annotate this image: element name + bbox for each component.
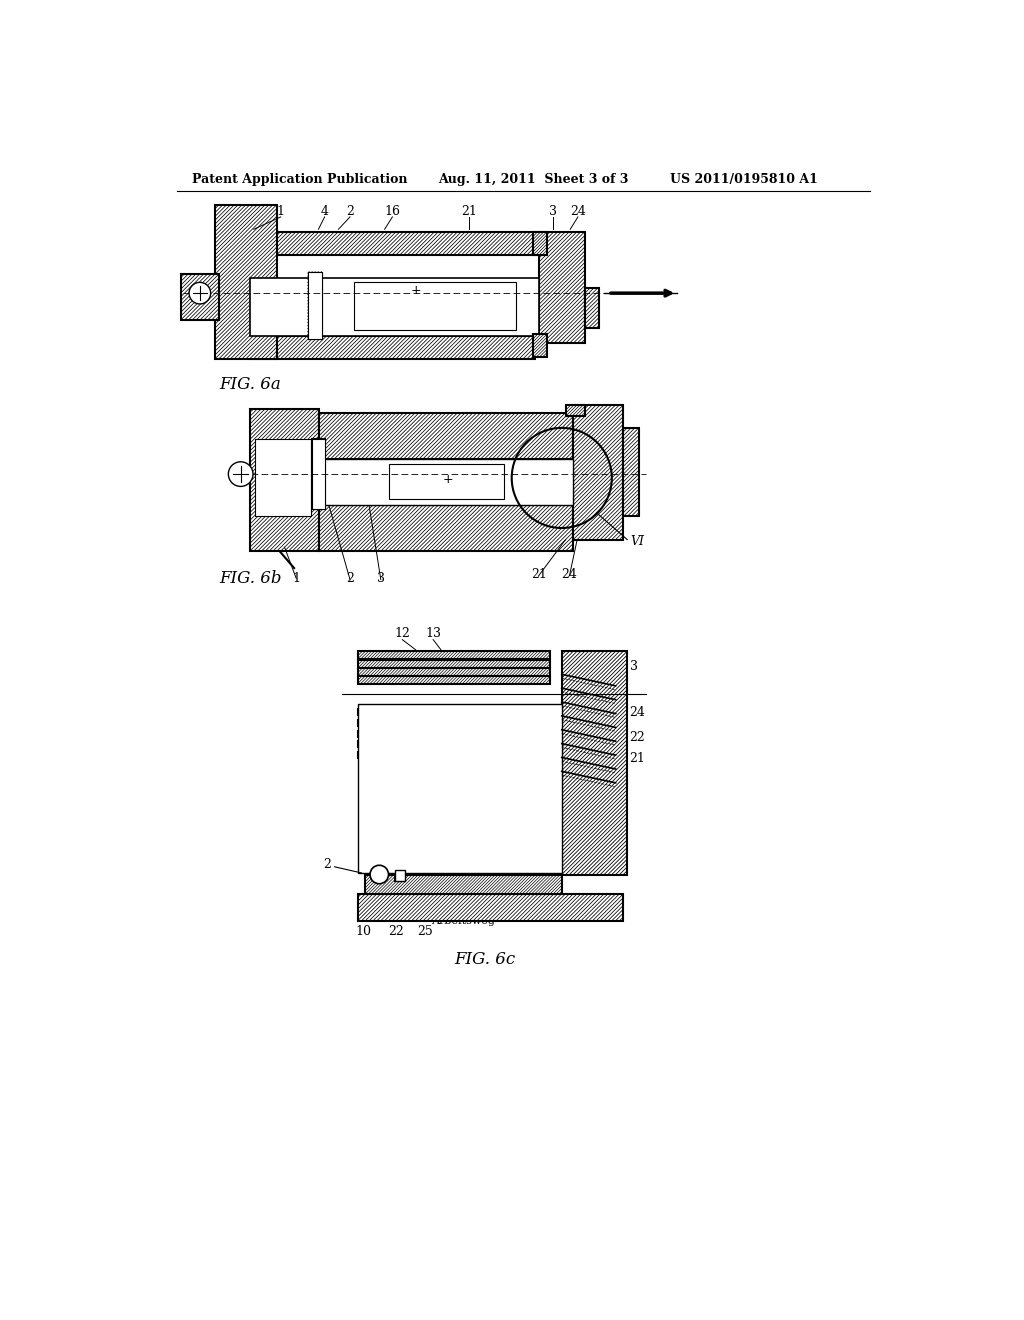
Text: 22: 22 bbox=[388, 924, 404, 937]
Text: 4: 4 bbox=[321, 205, 329, 218]
Text: 3: 3 bbox=[549, 205, 556, 218]
Bar bbox=[357, 752, 550, 758]
Bar bbox=[624, 428, 639, 516]
Bar bbox=[394, 870, 406, 880]
Bar bbox=[357, 676, 550, 684]
Text: 24: 24 bbox=[630, 706, 645, 719]
Text: 2: 2 bbox=[346, 205, 354, 218]
Text: US 2011/0195810 A1: US 2011/0195810 A1 bbox=[670, 173, 817, 186]
Bar bbox=[319, 459, 573, 506]
Bar bbox=[366, 875, 562, 894]
Bar bbox=[250, 231, 535, 255]
Text: 2: 2 bbox=[346, 572, 354, 585]
Bar bbox=[215, 205, 276, 359]
Bar bbox=[357, 660, 550, 668]
Bar bbox=[307, 272, 322, 339]
Text: 16: 16 bbox=[384, 205, 400, 218]
Bar bbox=[311, 440, 326, 508]
Text: 1: 1 bbox=[276, 205, 285, 218]
Text: VI: VI bbox=[631, 536, 644, 548]
Text: FIG. 6c: FIG. 6c bbox=[455, 950, 515, 968]
Text: 21: 21 bbox=[630, 752, 645, 766]
Text: FIG. 6a: FIG. 6a bbox=[219, 376, 281, 392]
Bar bbox=[357, 894, 624, 921]
Text: FIG. 6b: FIG. 6b bbox=[219, 569, 282, 586]
Circle shape bbox=[189, 282, 211, 304]
Bar bbox=[250, 277, 539, 335]
Bar bbox=[539, 231, 585, 343]
Bar bbox=[354, 282, 515, 330]
Bar bbox=[319, 412, 573, 459]
Bar bbox=[180, 275, 219, 321]
Text: 25: 25 bbox=[418, 924, 433, 937]
Bar bbox=[319, 506, 573, 552]
Text: 21: 21 bbox=[530, 568, 547, 581]
Bar bbox=[255, 440, 310, 516]
Circle shape bbox=[370, 866, 388, 884]
Text: 24: 24 bbox=[561, 568, 578, 581]
Text: +: + bbox=[442, 473, 453, 486]
Circle shape bbox=[228, 462, 253, 487]
Bar bbox=[357, 704, 562, 873]
Bar bbox=[357, 742, 550, 747]
Bar bbox=[250, 335, 535, 359]
Bar bbox=[534, 231, 547, 255]
Bar bbox=[534, 334, 547, 358]
Bar bbox=[388, 465, 504, 499]
Text: 1: 1 bbox=[292, 572, 300, 585]
Text: Aug. 11, 2011  Sheet 3 of 3: Aug. 11, 2011 Sheet 3 of 3 bbox=[438, 173, 629, 186]
Text: +: + bbox=[411, 284, 421, 297]
Bar bbox=[311, 440, 326, 508]
Bar bbox=[307, 272, 322, 339]
Text: 3: 3 bbox=[630, 660, 638, 673]
Bar bbox=[250, 409, 319, 552]
Text: 21: 21 bbox=[462, 205, 477, 218]
Bar bbox=[357, 709, 550, 715]
Text: Patent Application Publication: Patent Application Publication bbox=[193, 173, 408, 186]
Bar bbox=[562, 651, 628, 875]
Text: 3: 3 bbox=[377, 572, 385, 585]
Text: 13: 13 bbox=[425, 627, 441, 640]
Text: 2: 2 bbox=[323, 858, 331, 871]
Bar bbox=[357, 719, 550, 726]
Text: 10: 10 bbox=[356, 924, 372, 937]
Bar bbox=[565, 405, 585, 416]
Text: Arbeitsweg: Arbeitsweg bbox=[431, 916, 496, 927]
Text: 22: 22 bbox=[630, 731, 645, 744]
Bar bbox=[573, 405, 624, 540]
Text: 12: 12 bbox=[394, 627, 411, 640]
Bar bbox=[585, 288, 599, 327]
Bar bbox=[357, 668, 550, 676]
Bar bbox=[357, 730, 550, 737]
Bar bbox=[394, 870, 406, 880]
Bar bbox=[357, 651, 550, 659]
Text: 24: 24 bbox=[570, 205, 586, 218]
